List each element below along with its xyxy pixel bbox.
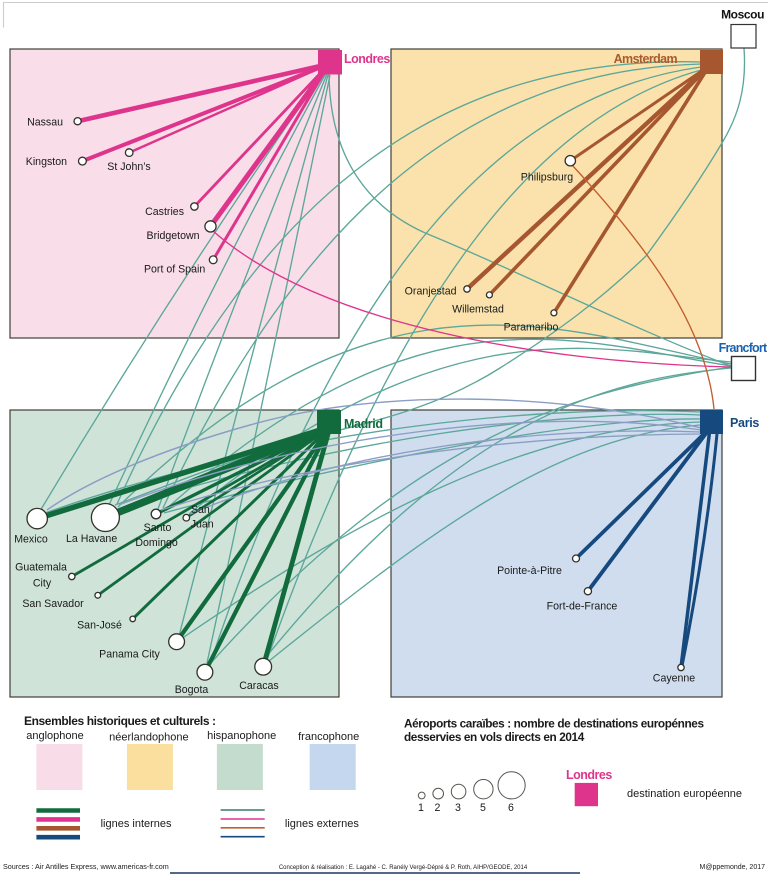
svg-text:Aéroports caraïbes : nombre de: Aéroports caraïbes : nombre de destinati…	[404, 717, 704, 731]
svg-text:Madrid: Madrid	[344, 417, 383, 431]
svg-text:1: 1	[418, 802, 424, 814]
svg-text:Caracas: Caracas	[239, 680, 278, 692]
svg-text:St John’s: St John’s	[107, 161, 150, 173]
svg-text:Amsterdam: Amsterdam	[614, 52, 678, 66]
svg-text:anglophone: anglophone	[26, 730, 84, 742]
svg-text:hispanophone: hispanophone	[207, 730, 276, 742]
svg-text:Paris: Paris	[730, 416, 759, 430]
svg-text:destination européenne: destination européenne	[627, 788, 742, 800]
svg-text:Domingo: Domingo	[135, 537, 178, 549]
svg-text:San Savador: San Savador	[22, 598, 84, 610]
svg-text:San-José: San-José	[77, 620, 122, 632]
svg-text:Bogota: Bogota	[175, 684, 209, 696]
svg-text:Moscou: Moscou	[721, 8, 764, 22]
svg-text:3: 3	[455, 802, 461, 814]
svg-text:City: City	[33, 578, 52, 590]
svg-text:M@ppemonde, 2017: M@ppemonde, 2017	[700, 864, 766, 871]
svg-text:Castries: Castries	[145, 206, 184, 218]
svg-text:Pointe-à-Pitre: Pointe-à-Pitre	[497, 565, 562, 577]
svg-text:Bridgetown: Bridgetown	[147, 230, 200, 242]
svg-text:Sources : Air Antilles Express: Sources : Air Antilles Express, www.amer…	[3, 862, 169, 871]
svg-text:Port of Spain: Port of Spain	[144, 264, 205, 276]
svg-text:San: San	[191, 504, 210, 516]
svg-text:Santo: Santo	[144, 522, 172, 534]
svg-text:lignes internes: lignes internes	[101, 818, 172, 830]
svg-text:desservies en vols directs en: desservies en vols directs en 2014	[404, 730, 585, 744]
svg-text:Willemstad: Willemstad	[452, 304, 504, 316]
svg-text:Kingston: Kingston	[26, 156, 67, 168]
svg-text:lignes externes: lignes externes	[285, 818, 359, 830]
svg-text:Cayenne: Cayenne	[653, 673, 696, 685]
svg-text:Philipsburg: Philipsburg	[521, 172, 574, 184]
svg-text:5: 5	[480, 802, 486, 814]
svg-text:Londres: Londres	[566, 768, 612, 782]
svg-text:Oranjestad: Oranjestad	[405, 286, 457, 298]
svg-text:néerlandophone: néerlandophone	[109, 732, 189, 744]
svg-text:Fort-de-France: Fort-de-France	[547, 601, 618, 613]
svg-text:Panama City: Panama City	[99, 649, 160, 661]
svg-text:La Havane: La Havane	[66, 533, 117, 545]
svg-text:Guatemala: Guatemala	[15, 562, 67, 574]
svg-text:Ensembles historiques et cultu: Ensembles historiques et culturels :	[24, 714, 216, 728]
svg-text:Francfort: Francfort	[719, 341, 768, 355]
svg-text:2: 2	[435, 802, 441, 814]
svg-text:Conception & réalisation : E.: Conception & réalisation : E. Lagahé - C…	[279, 865, 528, 871]
svg-text:francophone: francophone	[298, 731, 359, 743]
svg-text:Juan: Juan	[191, 519, 214, 531]
svg-text:Nassau: Nassau	[27, 117, 63, 129]
svg-text:6: 6	[508, 802, 514, 814]
svg-text:Londres: Londres	[344, 52, 390, 66]
svg-text:Paramaribo: Paramaribo	[504, 322, 559, 334]
svg-text:Mexico: Mexico	[14, 534, 48, 546]
